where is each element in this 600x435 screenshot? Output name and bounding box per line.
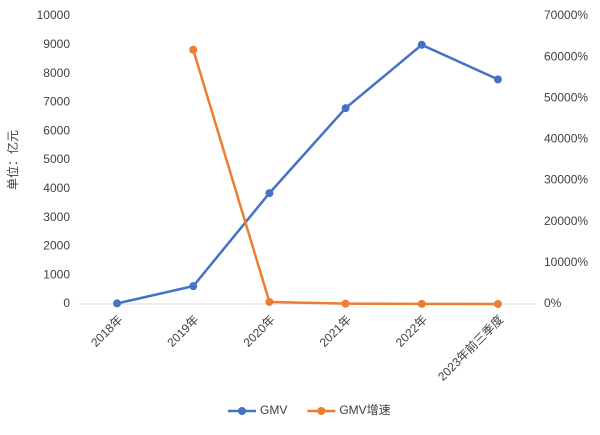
data-point bbox=[113, 299, 122, 308]
legend-label: GMV bbox=[260, 403, 287, 417]
y2-tick-label: 60000% bbox=[544, 49, 588, 63]
y-axis-label: 单位：亿元 bbox=[5, 130, 20, 190]
data-point bbox=[493, 75, 502, 84]
y-tick-label: 7000 bbox=[43, 95, 70, 109]
data-point bbox=[189, 45, 198, 54]
data-point bbox=[265, 297, 274, 306]
data-point bbox=[341, 299, 350, 308]
legend-label: GMV增速 bbox=[339, 403, 390, 417]
y2-tick-label: 20000% bbox=[544, 214, 588, 228]
y2-tick-label: 50000% bbox=[544, 90, 588, 104]
y-tick-label: 10000 bbox=[37, 8, 71, 22]
y2-tick-label: 40000% bbox=[544, 132, 588, 146]
series-line bbox=[116, 43, 499, 305]
y-tick-label: 5000 bbox=[43, 152, 70, 166]
data-point bbox=[341, 104, 350, 113]
y-tick-label: 2000 bbox=[43, 239, 70, 253]
y2-tick-label: 0% bbox=[544, 296, 562, 310]
data-point bbox=[189, 282, 198, 291]
y-tick-label: 1000 bbox=[43, 267, 70, 281]
data-point bbox=[493, 300, 502, 308]
data-point bbox=[417, 40, 426, 49]
y-tick-label: 8000 bbox=[43, 66, 70, 80]
y-tick-label: 0 bbox=[63, 296, 70, 310]
y2-tick-label: 30000% bbox=[544, 173, 588, 187]
y-tick-label: 6000 bbox=[43, 123, 70, 137]
data-point bbox=[417, 299, 426, 308]
legend-marker bbox=[317, 407, 326, 415]
data-point bbox=[265, 189, 274, 198]
y2-tick-label: 10000% bbox=[544, 255, 588, 269]
legend-marker bbox=[238, 407, 246, 415]
y2-tick-label: 70000% bbox=[544, 8, 588, 22]
y-tick-label: 3000 bbox=[43, 210, 70, 224]
y-tick-label: 4000 bbox=[43, 181, 70, 195]
y-tick-label: 9000 bbox=[43, 37, 70, 51]
